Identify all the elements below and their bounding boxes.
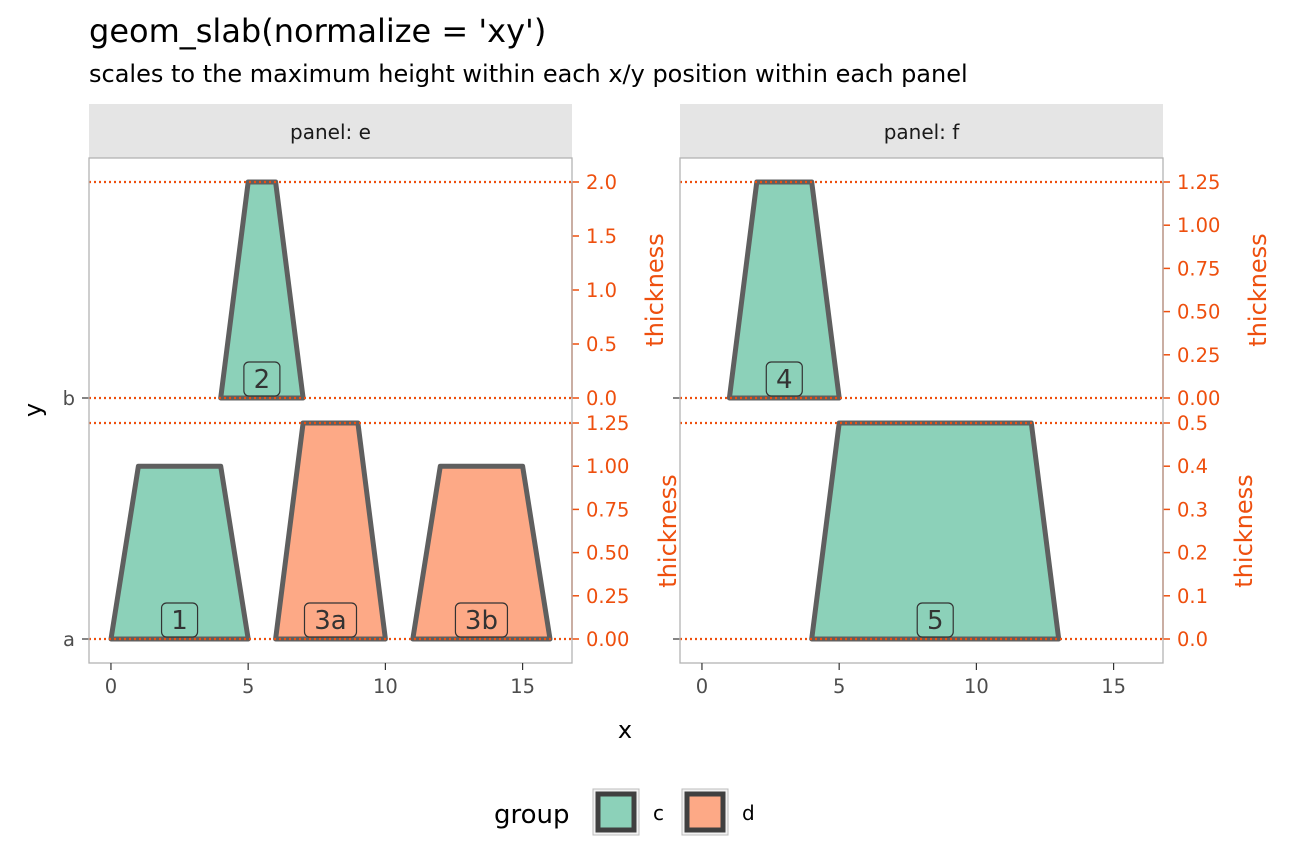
thickness-tick-label: 0.50	[1177, 301, 1220, 324]
y-tick-label: b	[63, 387, 75, 410]
thickness-tick-label: 1.25	[586, 412, 629, 435]
thickness-tick-label: 1.5	[586, 225, 617, 248]
thickness-tick-label: 0.00	[1177, 387, 1220, 410]
y-axis-label: y	[19, 403, 47, 417]
thickness-tick-label: 2.0	[586, 171, 617, 194]
thickness-tick-label: 0.75	[1177, 257, 1220, 280]
facet-strip	[680, 104, 1163, 158]
thickness-tick-label: 1.0	[586, 279, 617, 302]
x-tick-label: 15	[1101, 675, 1126, 698]
thickness-tick-label: 0.2	[1177, 542, 1208, 565]
x-tick-label: 5	[242, 675, 254, 698]
thickness-axis: 0.00 0.25 0.50 0.75 1.00 1.25 thickness	[1162, 171, 1272, 410]
thickness-tick-label: 1.25	[1177, 171, 1220, 194]
slab-label: 5	[927, 606, 944, 636]
slab-label: 3b	[465, 606, 498, 636]
slab-label: 1	[171, 606, 188, 636]
slab-label-box	[243, 361, 281, 397]
panel-border	[679, 157, 1164, 664]
slab-label-box	[454, 602, 509, 638]
legend-entry-c: c	[592, 788, 664, 836]
slab-1	[108, 463, 251, 642]
legend-entry-d: d	[681, 788, 755, 836]
thickness-axis: 0.0 0.5 1.0 1.5 2.0 thickness	[571, 171, 669, 410]
slab-label-box	[916, 602, 954, 638]
thickness-tick-label: 1.00	[586, 455, 629, 478]
legend-key-swatch	[595, 791, 637, 833]
slab-3a	[273, 420, 388, 642]
y-tick-label: a	[63, 628, 75, 651]
slab-label-box	[765, 361, 803, 397]
x-tick-label: 5	[833, 675, 845, 698]
thickness-tick-label: 0.25	[586, 585, 629, 608]
thickness-axis-label: thickness	[1244, 233, 1272, 346]
slab-label-box	[160, 602, 199, 638]
thickness-axis-label: thickness	[1230, 474, 1258, 587]
chart-subtitle: scales to the maximum height within each…	[89, 60, 968, 88]
legend-title: group	[494, 800, 570, 830]
facet-strip-label: panel: e	[290, 120, 371, 144]
thickness-axis-label: thickness	[641, 233, 669, 346]
legend-key-swatch	[684, 791, 726, 833]
x-tick-label: 15	[510, 675, 535, 698]
slab-label: 2	[254, 365, 271, 395]
thickness-axis: 0.00 0.25 0.50 0.75 1.00 1.25 thickness	[571, 412, 682, 651]
slab-label-box	[303, 602, 358, 638]
x-tick-label: 0	[696, 675, 708, 698]
thickness-tick-label: 0.5	[1177, 412, 1208, 435]
thickness-axis-label: thickness	[654, 474, 682, 587]
thickness-tick-label: 0.5	[586, 333, 617, 356]
x-tick-label: 0	[105, 675, 117, 698]
slab-row-b: 2 0.0 0.5 1.0 1.5 2.0 thickness	[89, 171, 669, 410]
thickness-tick-label: 0.1	[1177, 585, 1208, 608]
facet-panel-0: panel: e 2 0.0 0.5 1.0 1.5 2.0 thickness b 1 3a 3b 0…	[63, 104, 682, 698]
x-axis-label: x	[618, 716, 632, 744]
thickness-tick-label: 0.0	[586, 387, 617, 410]
legend-label: d	[742, 801, 755, 825]
thickness-tick-label: 0.00	[586, 628, 629, 651]
slab-row-b: 4 0.00 0.25 0.50 0.75 1.00 1.25 thickness	[680, 171, 1272, 410]
thickness-tick-label: 0.25	[1177, 344, 1220, 367]
facet-strip-label: panel: f	[884, 120, 961, 144]
x-tick-label: 10	[964, 675, 989, 698]
facet-strip	[89, 104, 572, 158]
thickness-tick-label: 0.50	[586, 542, 629, 565]
panel-border	[88, 157, 573, 664]
thickness-tick-label: 0.0	[1177, 628, 1208, 651]
legend: group c d	[494, 788, 755, 836]
legend-label: c	[653, 801, 664, 825]
thickness-axis: 0.0 0.1 0.2 0.3 0.4 0.5 thickness	[1162, 412, 1258, 651]
thickness-tick-label: 0.75	[586, 498, 629, 521]
slab-label: 3a	[314, 606, 346, 636]
chart-title: geom_slab(normalize = 'xy')	[89, 12, 546, 50]
facet-panel-1: panel: f40.000.250.500.751.001.25thickne…	[673, 104, 1272, 698]
panels: panel: e 2 0.0 0.5 1.0 1.5 2.0 thickness b 1 3a 3b 0…	[63, 104, 1272, 698]
slab-label: 4	[776, 365, 793, 395]
slab-row-a: 5 0.0 0.1 0.2 0.3 0.4 0.5 thickness	[680, 412, 1258, 651]
x-tick-label: 10	[373, 675, 398, 698]
thickness-tick-label: 0.4	[1177, 455, 1208, 478]
thickness-tick-label: 1.00	[1177, 214, 1220, 237]
thickness-tick-label: 0.3	[1177, 498, 1208, 521]
